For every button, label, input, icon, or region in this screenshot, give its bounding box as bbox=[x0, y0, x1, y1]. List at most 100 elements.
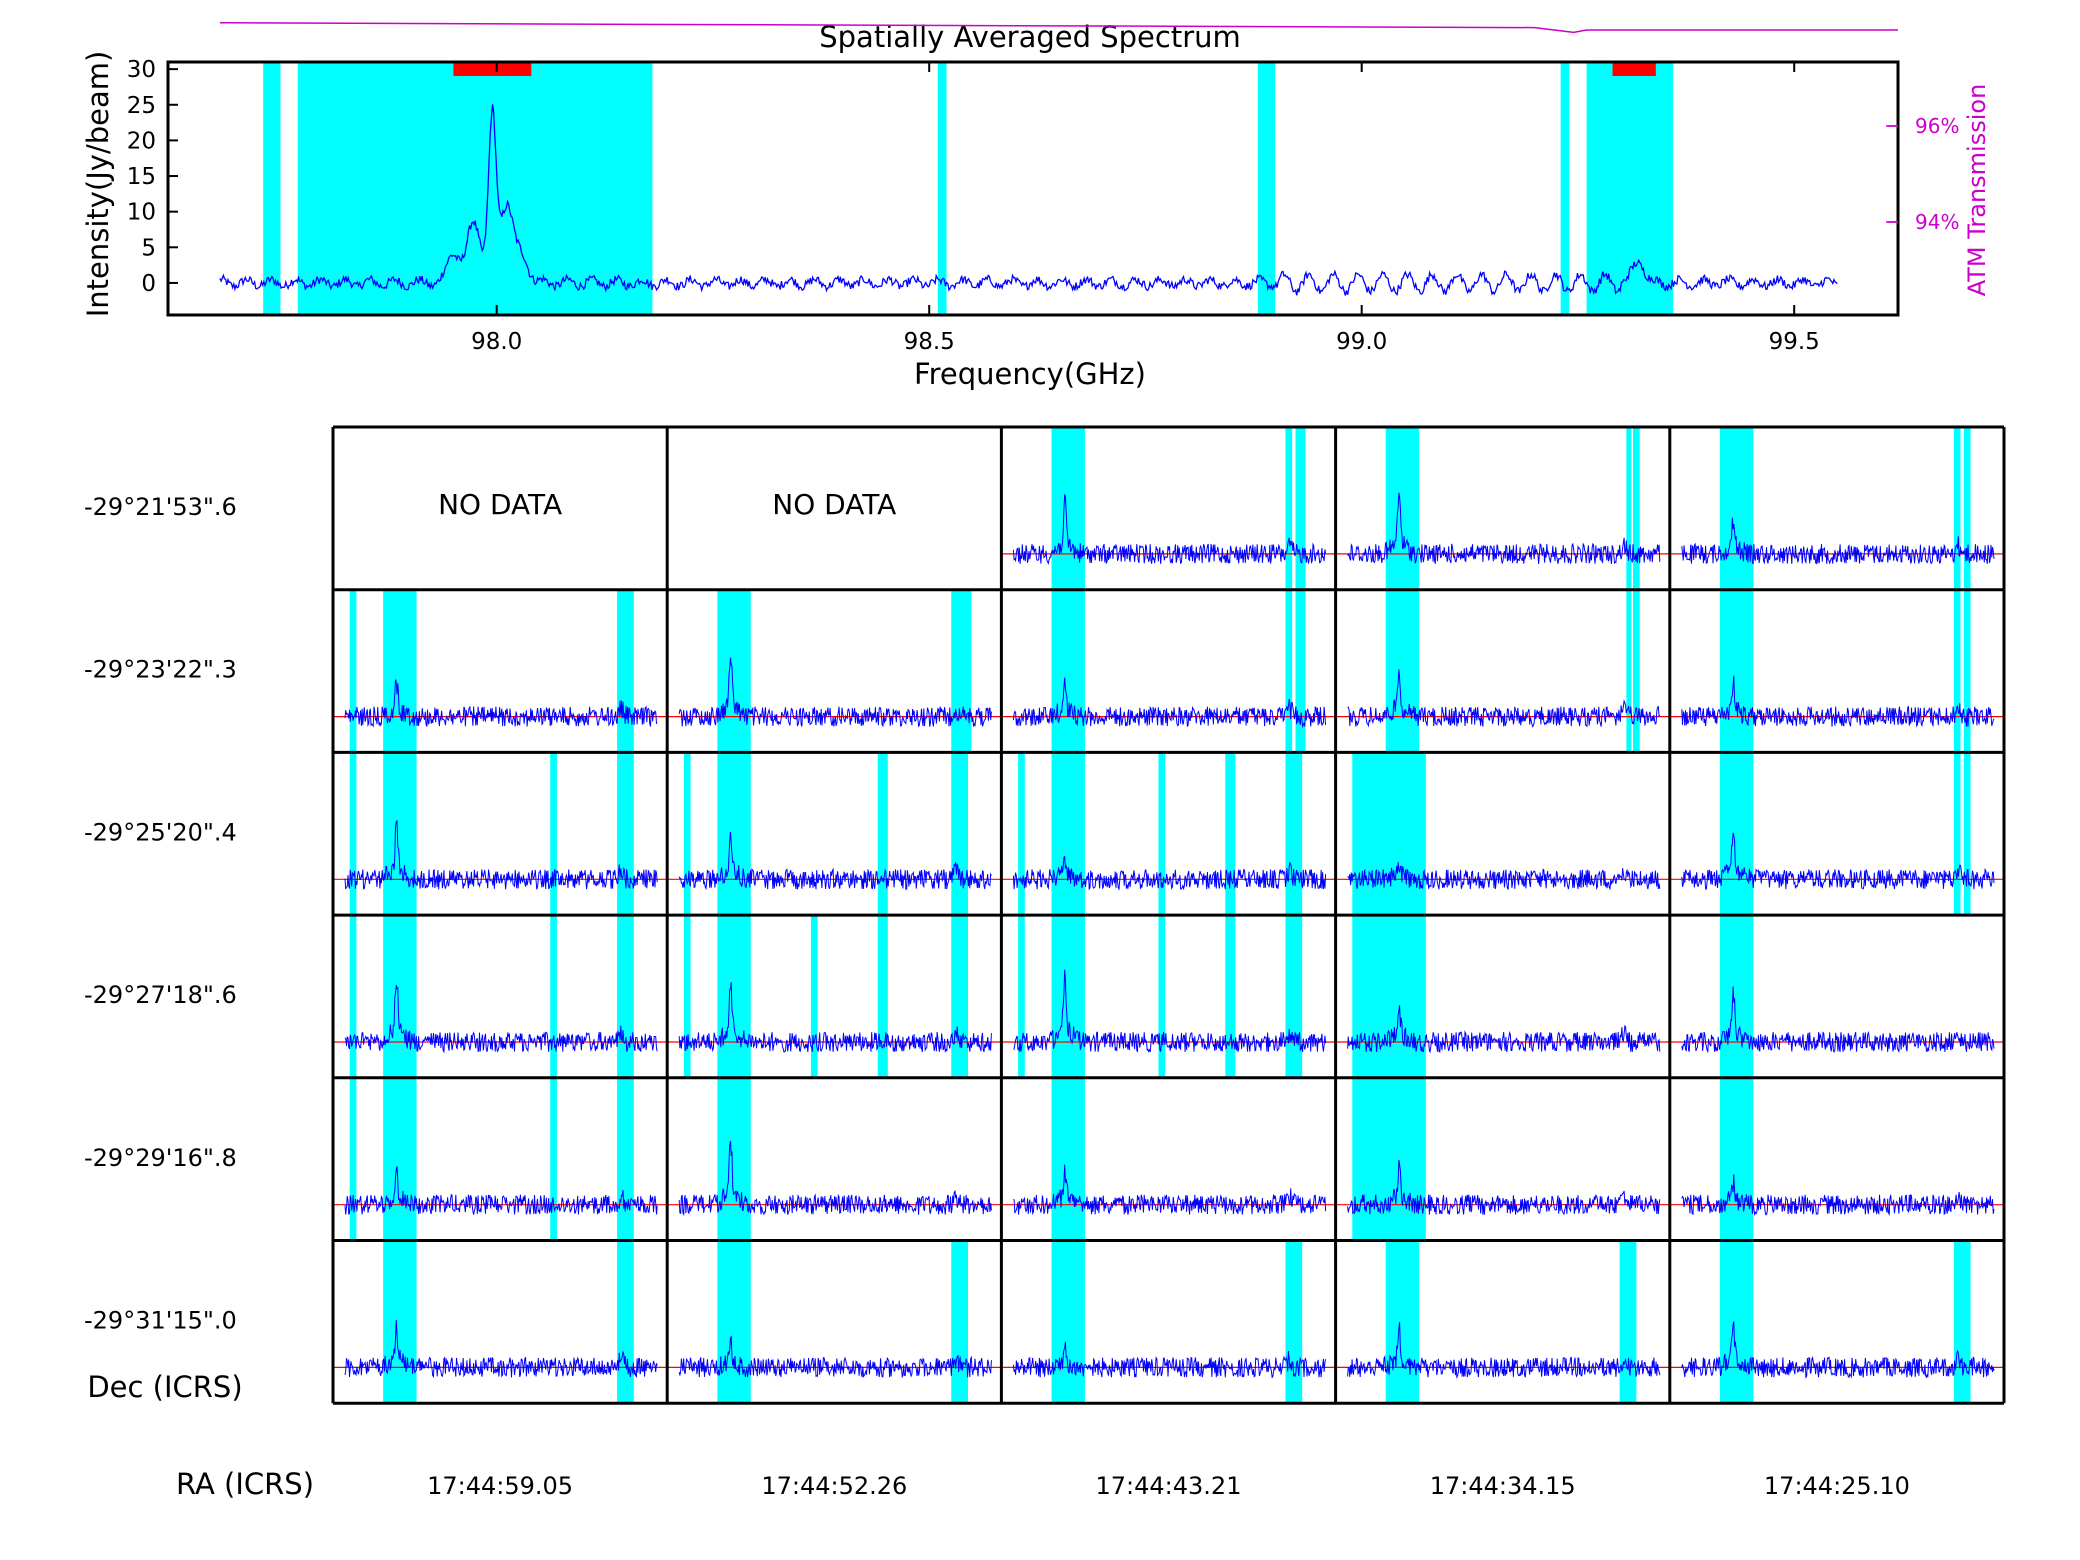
atm-transmission-line bbox=[219, 22, 1898, 34]
x-tick-label: 98.5 bbox=[904, 329, 955, 355]
cell-spectrum-line bbox=[1681, 1321, 1995, 1379]
cell-spectrum-line bbox=[1347, 1159, 1661, 1216]
flagged-region bbox=[550, 915, 557, 1078]
flagged-region bbox=[349, 915, 357, 1078]
flagged-region bbox=[263, 62, 281, 315]
flagged-region bbox=[617, 589, 634, 753]
dec-label: -29°31'15".0 bbox=[84, 1307, 237, 1335]
ra-labels: 17:44:59.05 17:44:52.26 17:44:43.21 17:44:3… bbox=[427, 1472, 1910, 1500]
grid-cell bbox=[667, 1077, 1002, 1241]
spectra-grid: NO DATA NO DATA bbox=[331, 425, 2006, 1405]
flagged-region bbox=[1352, 915, 1426, 1078]
flagged-region bbox=[1051, 915, 1085, 1078]
flagged-region bbox=[1385, 1240, 1420, 1404]
flagged-region bbox=[1953, 752, 1961, 916]
flagged-region bbox=[1018, 915, 1025, 1078]
flagged-region bbox=[550, 752, 557, 916]
flagged-region bbox=[383, 1240, 417, 1404]
grid-cell bbox=[1669, 589, 2004, 753]
grid-cell bbox=[333, 1077, 668, 1241]
y2-axis-label: ATM Transmission bbox=[1963, 84, 1991, 297]
flagged-region bbox=[1285, 589, 1293, 753]
flagged-region bbox=[951, 752, 968, 916]
flagged-region bbox=[1719, 427, 1754, 590]
flagged-region bbox=[951, 915, 968, 1078]
grid-cell bbox=[1335, 1240, 1670, 1404]
dec-label: -29°25'20".4 bbox=[84, 818, 237, 846]
flagged-region bbox=[951, 1240, 968, 1404]
flagged-region bbox=[297, 62, 653, 315]
y-tick-label: 20 bbox=[127, 128, 156, 154]
grid-cell bbox=[1669, 915, 2004, 1078]
flagged-region bbox=[383, 589, 417, 753]
flagged-region bbox=[1285, 915, 1296, 1078]
spectrum-panel: 98.0 98.5 99.0 99.5 0 5 10 15 20 25 30 96% 94% bbox=[127, 22, 1959, 355]
flagged-region bbox=[683, 752, 691, 916]
flagged-region bbox=[717, 1240, 751, 1404]
flagged-region bbox=[1295, 752, 1303, 916]
flagged-region bbox=[349, 752, 357, 916]
grid-cell bbox=[333, 589, 668, 753]
dec-label: -29°29'16".8 bbox=[84, 1144, 237, 1172]
grid-cell bbox=[667, 589, 1002, 753]
ra-label: 17:44:25.10 bbox=[1764, 1472, 1910, 1500]
flagged-region bbox=[1963, 752, 1971, 916]
grid-cell bbox=[1669, 1240, 2004, 1404]
grid-cell bbox=[1335, 752, 1670, 916]
flagged-region bbox=[617, 752, 634, 916]
flagged-region bbox=[1719, 1240, 1754, 1404]
cell-spectrum-line bbox=[344, 984, 658, 1054]
x-tick-label: 99.0 bbox=[1336, 329, 1387, 355]
flagged-region bbox=[1051, 427, 1085, 590]
y-axis-label: Intensity(Jy/beam) bbox=[81, 51, 115, 318]
grid-cell bbox=[333, 915, 668, 1078]
grid-cell bbox=[1335, 1077, 1670, 1241]
flagged-region bbox=[617, 915, 634, 1078]
flagged-region bbox=[1953, 589, 1961, 753]
cell-spectrum-line bbox=[1347, 1005, 1661, 1054]
line-window-marker bbox=[1612, 62, 1656, 76]
cell-spectrum-line bbox=[1347, 861, 1661, 891]
flagged-region bbox=[717, 1077, 751, 1241]
flagged-region bbox=[1158, 915, 1166, 1078]
flagged-region bbox=[1225, 752, 1236, 916]
x-axis-label: Frequency(GHz) bbox=[914, 357, 1146, 391]
cell-spectrum-line bbox=[344, 819, 658, 890]
flagged-region bbox=[1633, 589, 1640, 753]
flagged-region bbox=[1626, 427, 1632, 590]
flagged-region bbox=[1225, 915, 1236, 1078]
flagged-region bbox=[1295, 427, 1306, 590]
no-data-label: NO DATA bbox=[772, 488, 896, 521]
grid-cell bbox=[1001, 915, 1336, 1078]
flagged-region bbox=[1285, 1240, 1303, 1404]
flagged-region bbox=[1285, 427, 1293, 590]
flagged-region bbox=[1633, 427, 1640, 590]
grid-cell bbox=[1335, 915, 1670, 1078]
x-tick-label: 98.0 bbox=[471, 329, 522, 355]
ra-label: 17:44:34.15 bbox=[1430, 1472, 1576, 1500]
flagged-region bbox=[1257, 62, 1276, 315]
flagged-region bbox=[1051, 1077, 1085, 1241]
flagged-region bbox=[349, 1077, 357, 1241]
grid-cell bbox=[1669, 427, 2004, 590]
flagged-region bbox=[383, 752, 417, 916]
flagged-region bbox=[1051, 752, 1085, 916]
cell-spectrum-line bbox=[1347, 1322, 1661, 1380]
grid-cell bbox=[667, 752, 1002, 916]
cell-spectrum-line bbox=[1681, 1174, 1995, 1217]
cell-spectrum-line bbox=[1013, 969, 1327, 1053]
cell-spectrum-line bbox=[1681, 986, 1995, 1054]
cell-spectrum-line bbox=[344, 679, 658, 728]
ra-label: 17:44:52.26 bbox=[761, 1472, 907, 1500]
grid-cell bbox=[1001, 1077, 1336, 1241]
flagged-region bbox=[717, 752, 751, 916]
y2-tick-label: 96% bbox=[1915, 114, 1959, 138]
flagged-region bbox=[1385, 589, 1420, 753]
ra-axis-label: RA (ICRS) bbox=[176, 1467, 314, 1501]
grid-cell bbox=[1669, 752, 2004, 916]
flagged-region bbox=[683, 915, 691, 1078]
flagged-region bbox=[1953, 1240, 1971, 1404]
grid-cell: NO DATA bbox=[438, 488, 562, 521]
cell-spectrum-line bbox=[1681, 832, 1995, 890]
